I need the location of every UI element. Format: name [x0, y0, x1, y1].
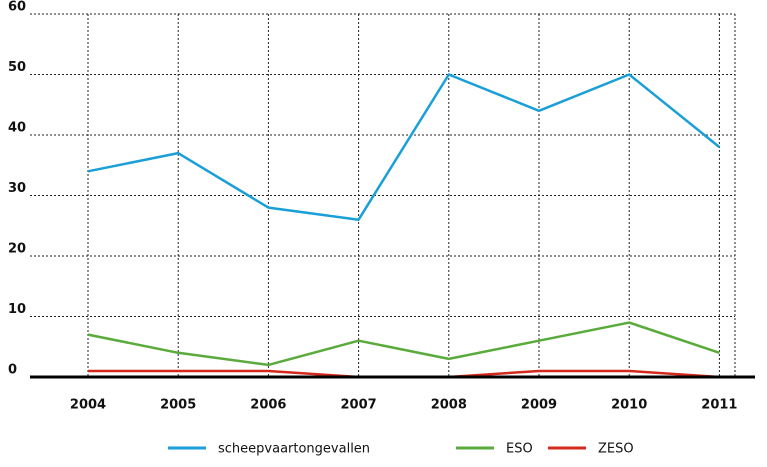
legend-label: scheepvaartongevallen	[218, 442, 370, 457]
series-line	[87, 321, 720, 367]
x-tick-label: 2007	[341, 398, 377, 413]
y-tick-label: 60	[8, 0, 26, 15]
y-tick-label: 40	[8, 121, 26, 136]
x-tick-label: 2009	[521, 398, 557, 413]
y-tick-label: 0	[8, 363, 17, 378]
legend-label: ESO	[506, 442, 533, 457]
legend-label: ZESO	[598, 442, 634, 457]
y-tick-label: 10	[8, 302, 26, 317]
y-tick-label: 30	[8, 181, 26, 196]
x-tick-label: 2008	[431, 398, 467, 413]
x-tick-label: 2005	[160, 398, 196, 413]
y-tick-label: 50	[8, 60, 26, 75]
x-tick-label: 2004	[70, 398, 106, 413]
x-tick-label: 2010	[611, 398, 647, 413]
x-tick-label: 2011	[701, 398, 737, 413]
x-tick-label: 2006	[250, 398, 286, 413]
series-line	[87, 73, 721, 221]
y-tick-label: 20	[8, 242, 26, 257]
